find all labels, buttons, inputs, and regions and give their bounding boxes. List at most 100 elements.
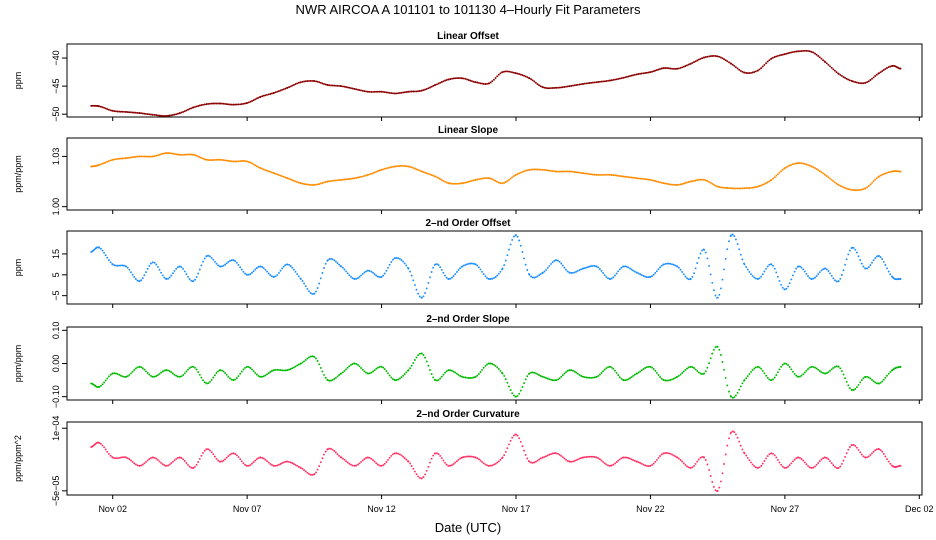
data-point (530, 275, 533, 278)
data-point (367, 372, 370, 375)
data-point (304, 80, 307, 83)
data-point (398, 377, 401, 380)
data-point (420, 89, 423, 92)
data-point (114, 110, 117, 113)
data-point (515, 433, 517, 436)
data-point (760, 184, 763, 187)
data-point (340, 456, 343, 459)
data-point (146, 459, 149, 462)
data-point (803, 49, 806, 52)
data-point (618, 268, 621, 271)
data-point (761, 462, 764, 465)
data-point (603, 173, 606, 176)
data-point (425, 172, 428, 175)
data-point (319, 277, 322, 280)
data-point (210, 451, 213, 454)
data-point (659, 266, 662, 269)
data-point (316, 80, 319, 83)
data-point (773, 454, 776, 457)
data-point (859, 82, 862, 85)
data-point (326, 180, 329, 183)
data-point (640, 369, 643, 372)
data-point (557, 170, 559, 173)
data-point (476, 178, 479, 181)
data-point (772, 264, 774, 267)
data-point (551, 170, 554, 173)
data-point (889, 370, 892, 373)
data-point (886, 374, 888, 377)
data-point (203, 257, 206, 260)
data-point (523, 74, 526, 77)
data-point (212, 453, 215, 456)
data-point (731, 187, 734, 190)
data-point (434, 452, 437, 455)
data-point (299, 278, 302, 280)
data-point (341, 371, 344, 374)
data-point (533, 461, 536, 464)
data-point (198, 104, 201, 107)
data-point (382, 464, 385, 467)
data-point (657, 374, 660, 376)
data-point (365, 457, 367, 459)
data-point (138, 112, 141, 115)
data-point (691, 275, 694, 278)
data-point (817, 169, 820, 172)
data-point (173, 153, 176, 155)
data-point (247, 366, 250, 368)
data-point (531, 79, 534, 82)
data-point (294, 270, 297, 273)
data-point (134, 111, 137, 114)
data-point (454, 182, 457, 185)
y-axis-label: ppm (13, 259, 23, 277)
data-point (336, 453, 339, 456)
data-point (494, 462, 497, 465)
data-point (219, 460, 222, 463)
data-point (385, 91, 388, 94)
data-point (832, 277, 835, 280)
data-point (455, 182, 458, 185)
data-point (802, 162, 805, 165)
data-point (787, 465, 790, 468)
data-point (561, 264, 564, 267)
data-point (607, 366, 609, 369)
data-point (239, 372, 242, 375)
data-point (800, 266, 803, 269)
data-point (810, 50, 813, 53)
data-point (161, 152, 164, 155)
data-point (609, 278, 612, 280)
data-point (455, 77, 458, 80)
data-point (548, 453, 551, 456)
data-point (361, 89, 364, 92)
data-point (645, 366, 648, 369)
data-point (400, 259, 403, 262)
data-point (618, 376, 621, 379)
data-point (138, 280, 141, 283)
data-point (761, 273, 764, 276)
data-point (810, 165, 813, 168)
data-point (262, 267, 265, 270)
data-point (183, 153, 186, 156)
data-point (276, 90, 279, 93)
panel-frame (66, 421, 923, 496)
data-point (205, 158, 208, 161)
data-point (714, 294, 717, 297)
data-point (170, 274, 173, 277)
data-point (434, 84, 437, 86)
data-point (598, 80, 601, 83)
data-point (227, 103, 230, 106)
data-point (111, 456, 114, 459)
data-point (323, 453, 325, 456)
data-point (467, 377, 470, 379)
data-point (854, 444, 857, 447)
data-point (284, 369, 287, 372)
data-point (336, 84, 339, 87)
data-point (848, 188, 851, 191)
data-series (90, 430, 902, 493)
data-point (633, 459, 636, 462)
data-point (568, 170, 571, 173)
data-point (830, 368, 833, 371)
data-point (884, 455, 887, 458)
data-point (175, 457, 178, 460)
data-point (270, 370, 273, 372)
panel-frame (66, 43, 923, 118)
